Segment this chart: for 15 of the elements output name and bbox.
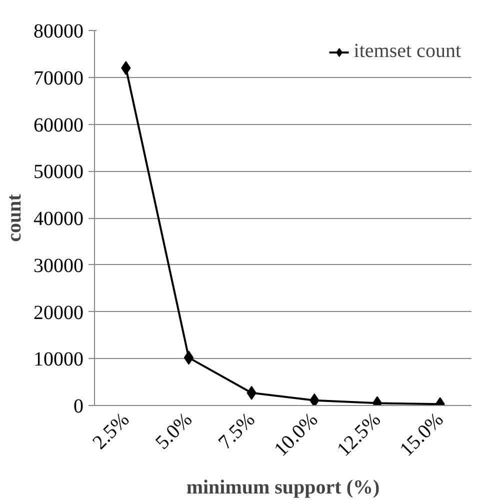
- legend-label: itemset count: [354, 40, 461, 63]
- y-tick-label: 30000: [34, 254, 84, 277]
- point: [121, 61, 131, 75]
- y-tick-label: 40000: [34, 208, 84, 230]
- y-axis-title: count: [4, 194, 26, 242]
- y-tick-label: 20000: [34, 302, 84, 324]
- y-tick-label: 10000: [34, 348, 84, 371]
- y-tick-label: 70000: [34, 67, 84, 90]
- y-tick-label: 0: [74, 396, 84, 418]
- y-tick-label: 50000: [34, 161, 84, 184]
- y-tick-label: 80000: [34, 20, 84, 42]
- point: [184, 350, 194, 365]
- y-tick-label: 60000: [34, 114, 84, 136]
- point: [310, 393, 320, 406]
- x-axis-title: minimum support (%): [186, 476, 380, 499]
